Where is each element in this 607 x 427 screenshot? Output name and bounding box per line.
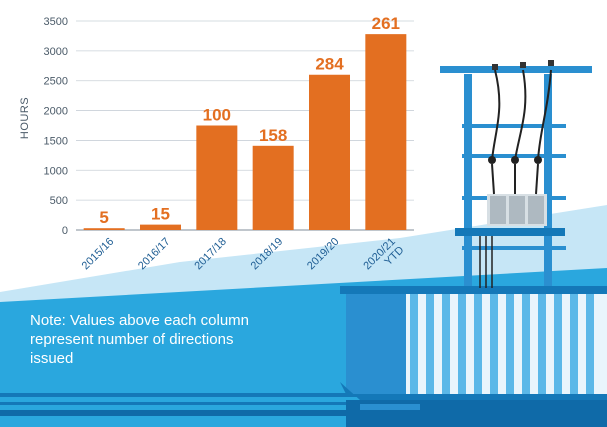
platform [340,286,607,427]
rail-line [0,393,607,397]
y-axis-label: HOURS [19,97,31,139]
data-label: 261 [372,14,400,33]
data-labels: 5 15 100 158 284 261 [99,14,400,227]
y-tick-label: 3500 [44,16,68,28]
x-tick-labels: 2015/16 2016/17 2017/18 2018/19 2019/20 2020/… [80,236,407,281]
bar [309,74,350,230]
bars [83,34,407,230]
y-tick-label: 2000 [44,106,68,118]
y-tick-label: 3000 [44,46,68,58]
x-tick-label: 2017/18 [192,236,229,273]
footnote: Note: Values above each column represent… [30,312,250,367]
y-tick-label: 500 [50,195,68,207]
bar [252,145,294,230]
x-tick-label: 2019/20 [305,236,342,273]
y-tick-label: 0 [62,225,68,237]
bar [196,125,238,230]
rail-line [0,410,607,416]
bar [365,34,407,230]
pole-structure [440,60,592,288]
bar [140,224,181,230]
gridlines [76,20,414,231]
rail-line [0,402,607,405]
data-label: 284 [315,55,344,74]
data-label: 100 [203,106,231,125]
data-label: 5 [99,208,108,227]
y-tick-label: 2500 [44,76,68,88]
y-tick-labels: 0 500 1000 1500 2000 2500 3000 3500 [44,16,68,237]
y-tick-label: 1000 [44,165,68,177]
data-label: 15 [151,205,170,224]
y-tick-label: 1500 [44,135,68,147]
data-label: 158 [259,126,287,145]
x-tick-label: 2015/16 [80,236,117,273]
bar [83,228,125,230]
x-tick-label: 2016/17 [136,236,173,273]
x-tick-label: 2020/21YTD [361,236,406,281]
x-tick-label: 2018/19 [249,236,286,273]
